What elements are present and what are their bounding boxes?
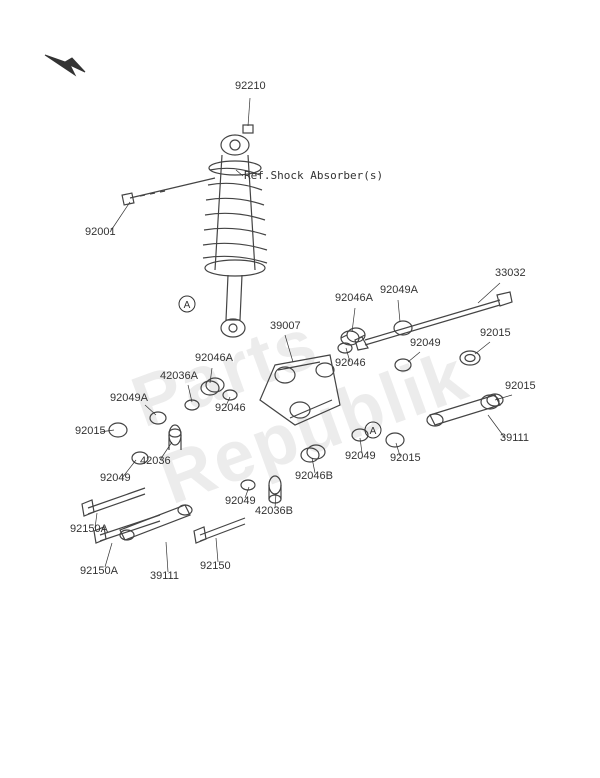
part-label: 92049A [380, 284, 418, 296]
hardware-cluster-lower [241, 429, 404, 503]
part-label: 92046B [295, 470, 333, 482]
part-label: 92150A [70, 523, 108, 535]
reference-label: Ref.Shock Absorber(s) [244, 169, 383, 182]
part-label: 92001 [85, 226, 116, 238]
part-label: 92150A [80, 565, 118, 577]
part-label: 92049 [225, 495, 256, 507]
part-label: 92049 [100, 472, 131, 484]
circle-marker-a-1: A [179, 296, 195, 312]
part-label: 92046A [195, 352, 233, 364]
part-label: 92049 [345, 450, 376, 462]
circle-marker-a-2: A [365, 422, 381, 438]
part-label: 39111 [150, 570, 179, 582]
part-label: 92049 [410, 337, 441, 349]
linkage-arm-part [260, 355, 340, 425]
part-label: 92015 [505, 380, 536, 392]
part-label: 39007 [270, 320, 301, 332]
part-label: 92210 [235, 80, 266, 92]
part-label: 42036 [140, 455, 171, 467]
part-label: 42036A [160, 370, 198, 382]
part-label: 92015 [480, 327, 511, 339]
part-label: 92049A [110, 392, 148, 404]
svg-text:A: A [184, 300, 191, 311]
part-label: 92046 [215, 402, 246, 414]
shock-absorber-part [203, 125, 267, 337]
part-label: 92015 [390, 452, 421, 464]
hardware-cluster-left [109, 378, 237, 464]
part-label: 92046A [335, 292, 373, 304]
svg-text:A: A [370, 426, 377, 437]
part-label: 39111 [500, 432, 529, 444]
part-label: 92046 [335, 357, 366, 369]
part-label: 42036B [255, 505, 293, 517]
part-label: 33032 [495, 267, 526, 279]
part-label: 92015 [75, 425, 106, 437]
arrow-indicator-icon [45, 55, 85, 75]
tie-rod-right [427, 394, 503, 426]
upper-bolt-part [122, 178, 215, 205]
part-label: 92150 [200, 560, 231, 572]
